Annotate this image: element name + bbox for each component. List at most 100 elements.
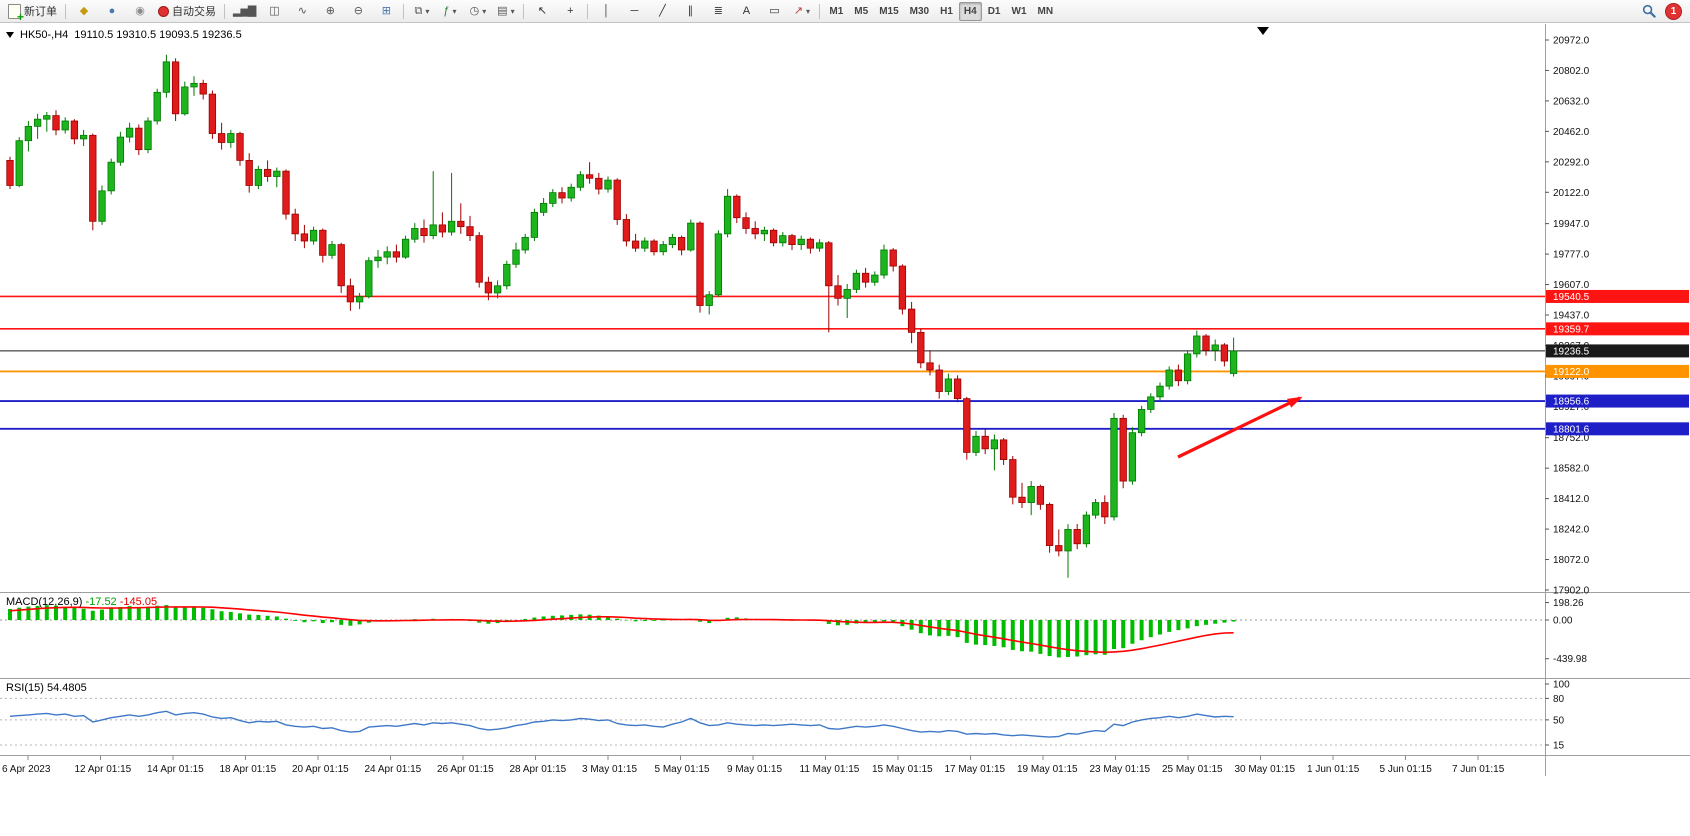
candle [208,93,217,134]
search-button[interactable] [1635,1,1662,22]
zoom-in-icon: ⊕ [325,4,335,17]
channel-button[interactable]: ∥ [676,1,703,22]
label-button[interactable]: ▭ [760,1,787,22]
dropdown-arrow-icon[interactable]: ▾ [805,6,810,16]
candle [521,237,529,251]
autotrade-label: 自动交易 [172,6,216,18]
dropdown-arrow-icon[interactable]: ▾ [452,6,457,16]
tile-windows-button[interactable]: ⊞ [372,1,399,22]
dropdown-arrow-icon[interactable]: ▾ [510,6,515,16]
channel-icon: ∥ [687,4,693,17]
candle [227,133,235,143]
candle [1183,353,1192,382]
candle [61,120,69,131]
notification-badge[interactable]: 1 [1665,2,1682,20]
arrows-button[interactable]: ↗ ▾ [788,1,815,22]
candle [365,260,373,297]
candle [1128,432,1137,482]
time-axis-label: 25 May 01:15 [1162,764,1223,775]
candle [806,238,815,249]
new-order-button[interactable]: + 新订单 [4,1,61,23]
price-axis-label: 20292.0 [1553,157,1590,168]
zoom-out-button[interactable]: ⊖ [344,1,371,22]
candle [871,274,879,283]
zoom-in-button[interactable]: ⊕ [316,1,343,22]
candle [1045,503,1054,546]
chart-shift-marker-icon[interactable] [1257,27,1269,35]
timeframe-m1-button[interactable]: M1 [829,5,844,17]
market-watch-button[interactable]: ● [98,1,125,22]
price-axis-label: 19437.0 [1553,310,1590,321]
candle [549,192,557,204]
indicators-button[interactable]: ƒ ▾ [436,1,463,22]
candlestick-button[interactable]: ◫ [260,1,287,22]
candle [190,82,198,88]
cursor-button[interactable]: ↖ [528,1,555,22]
candle [199,82,207,95]
fibonacci-icon: ≣ [713,4,723,17]
candle [567,186,575,199]
candle [659,244,667,253]
price-axis-label: 20802.0 [1553,66,1590,77]
toolbar-separator [224,3,225,19]
candle [411,228,419,240]
candle [282,170,290,215]
toolbar-separator [819,3,821,19]
vertical-line-icon: │ [602,4,610,17]
rsi-line [9,710,1234,738]
candle [963,398,971,453]
candle [89,134,97,222]
candle [769,229,778,244]
trend-arrow-annotation[interactable] [1177,396,1301,459]
ohlc-values: 19110.5 19310.5 19093.5 19236.5 [74,29,242,41]
timeframe-w1-button[interactable]: W1 [1011,5,1027,17]
crosshair-button[interactable]: + [556,1,583,22]
timeframe-h1-button[interactable]: H1 [940,5,953,17]
vertical-line-button[interactable]: │ [592,1,619,22]
line-chart-button[interactable]: ∿ [288,1,315,22]
candle [300,233,309,242]
candle [825,242,833,287]
candle [1220,344,1229,362]
favorites-button[interactable]: ◆ [70,1,97,22]
candle [457,220,465,228]
candle [171,61,180,115]
timeframe-m5-button[interactable]: M5 [854,5,869,17]
new-order-icon: + [8,3,24,23]
candle [972,435,980,453]
timeframe-group: M1 M5 M15 M30 H1 H4 D1 W1 MN [824,1,1058,21]
price-chart-svg[interactable]: 20972.0 20802.0 20632.0 20462.0 20292.0 20122… [0,24,1690,836]
timeframe-mn-button[interactable]: MN [1037,5,1054,17]
bar-chart-button[interactable]: ▂▅▇ [229,1,259,22]
text-button[interactable]: A [732,1,759,22]
price-tag-label: 19236.5 [1553,346,1590,357]
candle [328,244,336,256]
crosshair-icon: + [567,4,574,17]
chart-window[interactable]: 20972.0 20802.0 20632.0 20462.0 20292.0 20122… [0,24,1690,836]
timeframe-m15-button[interactable]: M15 [879,5,899,17]
trendline-button[interactable]: ╱ [648,1,675,22]
timeframe-d1-button[interactable]: D1 [987,5,1001,17]
cascade-windows-button[interactable]: ⧉ ▾ [408,1,435,22]
horizontal-line-button[interactable]: ─ [620,1,647,22]
dropdown-arrow-icon[interactable]: ▾ [425,6,430,16]
time-axis-label: 3 May 01:15 [582,764,637,775]
autotrade-button[interactable]: 自动交易 [154,1,220,22]
dropdown-arrow-icon[interactable]: ▾ [482,6,487,16]
fibonacci-button[interactable]: ≣ [704,1,731,22]
price-axis-label: 20972.0 [1553,36,1590,47]
candle [1119,417,1127,482]
candlestick-icon: ◫ [269,4,279,17]
timeframe-h4-button[interactable]: H4 [958,1,982,21]
candle [742,217,750,229]
price-tag [1546,322,1689,336]
signals-button[interactable]: ◉ [126,1,153,22]
periods-button[interactable]: ◷ ▾ [464,1,491,22]
macd-signal-value: -145.05 [119,596,158,608]
templates-button[interactable]: ▤ ▾ [492,1,519,22]
chart-type-group: ▂▅▇ ◫ ∿ [229,1,315,22]
timeframe-m30-button[interactable]: M30 [909,5,930,17]
candle [429,224,437,237]
candle [374,256,382,262]
collapse-triangle-icon[interactable] [6,32,14,38]
